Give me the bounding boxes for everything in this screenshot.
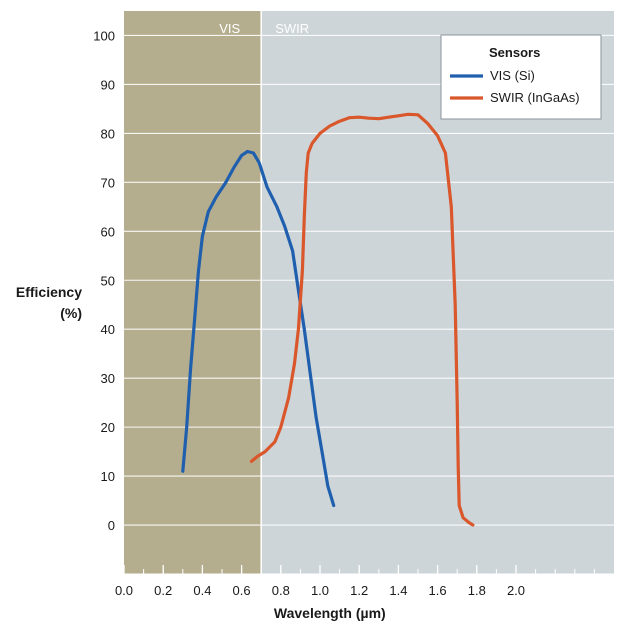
y-tick-label: 20 (101, 420, 115, 435)
x-axis-title: Wavelength (µm) (274, 605, 386, 621)
y-axis: 0 10 20 30 40 50 60 70 80 90 100 (93, 28, 115, 533)
y-tick-label: 80 (101, 126, 115, 141)
legend-label-swir-ingaas: SWIR (InGaAs) (490, 90, 580, 105)
x-tick-label: 0.8 (272, 583, 290, 598)
y-axis-unit: (%) (60, 305, 82, 321)
x-tick-label: 0.4 (193, 583, 211, 598)
legend-label-vis-si: VIS (Si) (490, 68, 535, 83)
region-vis-label: VIS (219, 21, 240, 36)
series-line-vis-si (181, 149, 336, 508)
legend-title: Sensors (489, 45, 540, 60)
series-layer (181, 112, 475, 527)
y-tick-label: 100 (93, 28, 115, 43)
x-tick-label: 1.8 (468, 583, 486, 598)
x-tick-label: 1.6 (429, 583, 447, 598)
x-tick-label: 2.0 (507, 583, 525, 598)
x-tick-label: 1.4 (389, 583, 407, 598)
y-tick-label: 10 (101, 469, 115, 484)
axis-titles: Efficiency (%) Wavelength (µm) (16, 284, 386, 621)
series-line-swir-ingaas (249, 112, 475, 527)
y-tick-label: 90 (101, 77, 115, 92)
y-axis-title: Efficiency (16, 284, 82, 300)
x-tick-label: 0.0 (115, 583, 133, 598)
y-tick-label: 40 (101, 322, 115, 337)
x-tick-label: 0.2 (154, 583, 172, 598)
y-tick-label: 60 (101, 224, 115, 239)
region-vis-band (124, 11, 262, 574)
y-tick-label: 30 (101, 371, 115, 386)
legend: Sensors VIS (Si) SWIR (InGaAs) (440, 34, 602, 120)
x-axis: 0.0 0.2 0.4 0.6 0.8 1.0 1.2 1.4 1.6 1.8 2.0 (115, 565, 614, 598)
x-tick-label: 1.0 (311, 583, 329, 598)
regions-layer: VIS SWIR (124, 11, 614, 574)
y-tick-label: 0 (108, 518, 115, 533)
y-tick-label: 70 (101, 175, 115, 190)
x-tick-label: 1.2 (350, 583, 368, 598)
y-tick-label: 50 (101, 273, 115, 288)
x-tick-label: 0.6 (233, 583, 251, 598)
region-swir-label: SWIR (275, 21, 309, 36)
